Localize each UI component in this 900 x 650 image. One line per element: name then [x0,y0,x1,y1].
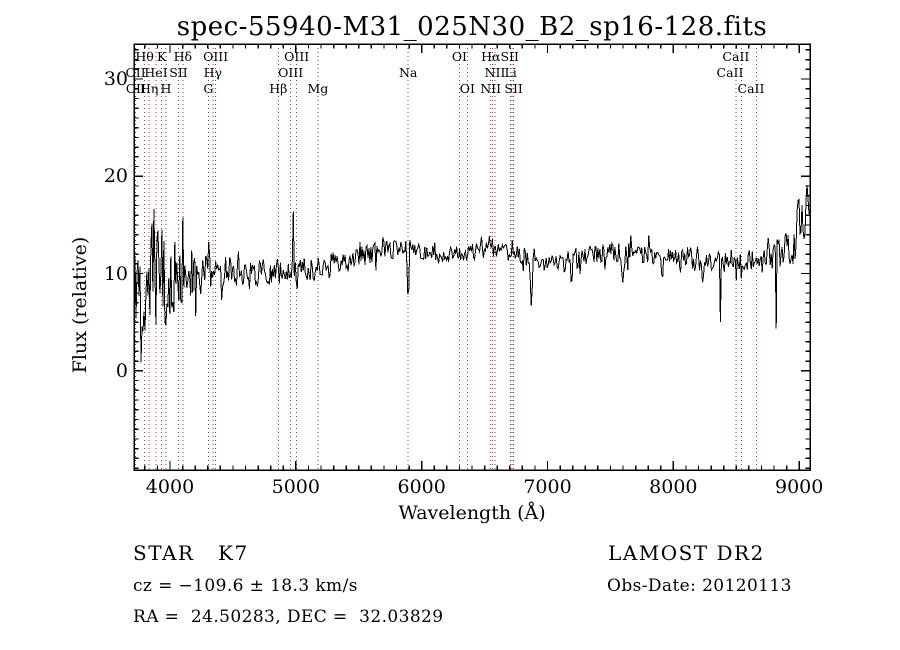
plot-title: spec-55940-M31_025N30_B2_sp16-128.fits [176,12,768,42]
axis-ticks [134,44,810,470]
plot-frame [133,43,811,471]
spectrum-trace [133,184,811,363]
spectral-line-marker [135,44,758,470]
